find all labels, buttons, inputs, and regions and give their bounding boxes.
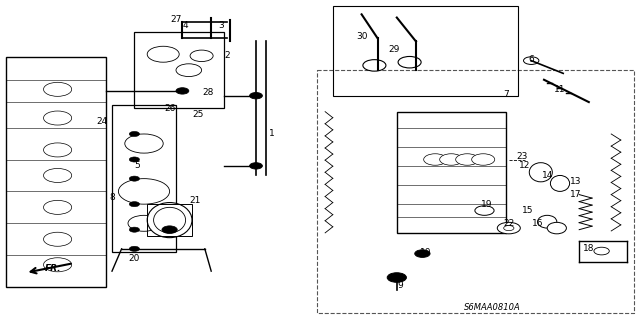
Bar	[112, 105, 176, 252]
Text: 2: 2	[225, 51, 230, 60]
Ellipse shape	[550, 175, 570, 191]
Ellipse shape	[154, 207, 186, 233]
Text: 18: 18	[583, 244, 595, 253]
Circle shape	[128, 215, 160, 231]
Text: 12: 12	[519, 161, 531, 170]
Text: 25: 25	[193, 110, 204, 119]
Circle shape	[129, 227, 140, 232]
Text: 10: 10	[420, 248, 431, 256]
Text: 15: 15	[522, 206, 534, 215]
Circle shape	[44, 200, 72, 214]
Circle shape	[250, 93, 262, 99]
Circle shape	[250, 163, 262, 169]
Circle shape	[440, 154, 463, 165]
Text: 20: 20	[129, 254, 140, 263]
Circle shape	[475, 206, 494, 215]
Text: 4: 4	[183, 21, 188, 30]
Circle shape	[44, 111, 72, 125]
Circle shape	[162, 226, 177, 234]
Text: S6MAA0810A: S6MAA0810A	[465, 303, 521, 312]
Bar	[397, 112, 506, 233]
Bar	[317, 70, 634, 313]
Circle shape	[424, 154, 447, 165]
Circle shape	[125, 134, 163, 153]
Text: 29: 29	[388, 45, 399, 54]
Circle shape	[594, 247, 609, 255]
Ellipse shape	[529, 163, 552, 182]
Circle shape	[118, 179, 170, 204]
Circle shape	[129, 246, 140, 251]
Text: 11: 11	[554, 85, 566, 94]
Circle shape	[387, 273, 406, 282]
Circle shape	[44, 258, 72, 272]
Circle shape	[398, 56, 421, 68]
Circle shape	[44, 82, 72, 96]
Circle shape	[497, 222, 520, 234]
Text: 13: 13	[570, 177, 582, 186]
Circle shape	[363, 60, 386, 71]
Text: 26: 26	[164, 104, 175, 113]
Text: 22: 22	[503, 219, 515, 228]
Ellipse shape	[147, 203, 192, 238]
Text: 24: 24	[97, 117, 108, 126]
Ellipse shape	[538, 215, 557, 228]
Circle shape	[524, 57, 539, 64]
Circle shape	[44, 232, 72, 246]
Text: 5: 5	[135, 161, 140, 170]
Text: 23: 23	[516, 152, 527, 161]
Bar	[147, 204, 192, 236]
Circle shape	[176, 64, 202, 77]
Text: 17: 17	[570, 190, 582, 199]
Text: 14: 14	[541, 171, 553, 180]
Text: FR.: FR.	[45, 264, 61, 273]
Circle shape	[129, 157, 140, 162]
Circle shape	[129, 176, 140, 181]
Circle shape	[504, 226, 514, 231]
Circle shape	[147, 46, 179, 62]
Text: 27: 27	[170, 15, 182, 24]
Text: 19: 19	[481, 200, 492, 209]
Bar	[134, 32, 224, 108]
Circle shape	[44, 168, 72, 182]
Text: 16: 16	[532, 219, 543, 228]
Text: 1: 1	[269, 130, 275, 138]
Text: 30: 30	[356, 32, 367, 41]
Text: 21: 21	[189, 197, 201, 205]
Bar	[6, 57, 106, 287]
Bar	[333, 6, 518, 96]
Text: 6: 6	[529, 55, 534, 63]
Ellipse shape	[547, 222, 566, 234]
Text: 9: 9	[397, 281, 403, 290]
Circle shape	[176, 88, 189, 94]
Circle shape	[415, 250, 430, 257]
Text: 7: 7	[503, 90, 508, 99]
Text: 28: 28	[202, 88, 214, 97]
Circle shape	[472, 154, 495, 165]
Circle shape	[129, 131, 140, 137]
Circle shape	[129, 202, 140, 207]
Circle shape	[190, 50, 213, 62]
Circle shape	[456, 154, 479, 165]
Text: 3: 3	[218, 21, 223, 30]
Circle shape	[44, 143, 72, 157]
Text: 8: 8	[109, 193, 115, 202]
